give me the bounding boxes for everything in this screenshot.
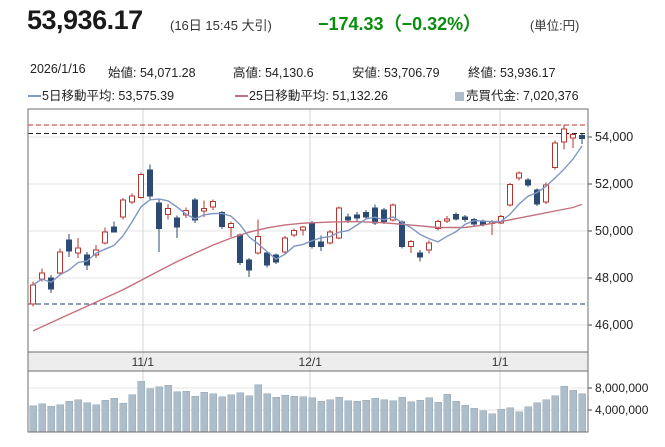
svg-text:8,000,000: 8,000,000 [595, 381, 649, 395]
svg-text:52,000: 52,000 [595, 177, 633, 191]
price-change: −174.33（−0.32%） [318, 14, 482, 34]
svg-text:46,000: 46,000 [595, 318, 633, 332]
close-stat: 終値: 53,936.17 [468, 66, 556, 80]
svg-text:50,000: 50,000 [595, 224, 633, 238]
svg-text:54,000: 54,000 [595, 130, 633, 144]
svg-text:4,000,000: 4,000,000 [595, 403, 649, 417]
ma25-line-swatch [235, 95, 248, 97]
trade-date: 2026/1/16 [30, 62, 86, 76]
svg-text:12/1: 12/1 [299, 355, 323, 369]
svg-text:1/1: 1/1 [492, 355, 509, 369]
volume-bar-swatch [455, 92, 464, 101]
current-price: 53,936.17 [27, 5, 143, 35]
session-note: (16日 15:45 大引) [170, 18, 272, 33]
ma25-legend: 25日移動平均: 51,132.26 [235, 85, 388, 104]
volume-legend: 売買代金: 7,020,376 [455, 85, 579, 104]
high-stat: 高値: 54,130.6 [233, 66, 314, 80]
ma5-line-swatch [28, 95, 41, 97]
svg-text:11/1: 11/1 [132, 355, 155, 369]
unit-note: (単位:円) [530, 19, 580, 33]
svg-text:48,000: 48,000 [595, 271, 633, 285]
open-stat: 始値: 54,071.28 [108, 66, 196, 80]
ma5-legend: 5日移動平均: 53,575.39 [28, 85, 174, 104]
low-stat: 安値: 53,706.79 [352, 66, 440, 80]
